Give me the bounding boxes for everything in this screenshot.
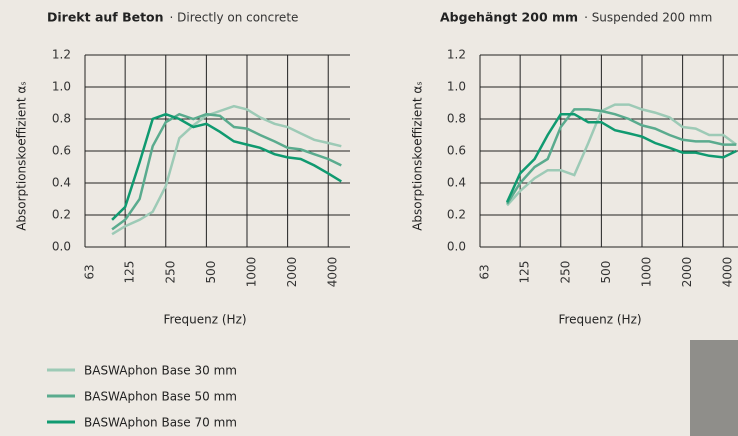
y-tick-label: 1.0 <box>52 80 71 94</box>
x-tick-label: 125 <box>123 261 137 284</box>
y-tick-label: 0.8 <box>52 112 71 126</box>
x-tick-label: 1000 <box>244 257 258 288</box>
chart-subtitle: · Directly on concrete <box>170 11 299 25</box>
y-tick-label: 0.0 <box>447 240 466 254</box>
y-tick-label: 1.2 <box>447 48 466 62</box>
y-tick-label: 0.2 <box>52 208 71 222</box>
y-tick-label: 0.6 <box>447 144 466 158</box>
series-line <box>507 109 736 203</box>
x-tick-label: 1000 <box>639 257 653 288</box>
x-axis-label: Frequenz (Hz) <box>163 313 246 327</box>
y-axis-label: Absorptionskoeffizient αₛ <box>15 81 29 231</box>
series-line <box>507 114 736 202</box>
y-tick-label: 0.8 <box>447 112 466 126</box>
chart-title: Direkt auf Beton <box>47 10 164 25</box>
photo <box>690 340 738 436</box>
y-tick-label: 0.6 <box>52 144 71 158</box>
y-tick-label: 0.4 <box>447 176 466 190</box>
chart-title: Abgehängt 200 mm <box>440 10 578 25</box>
y-tick-label: 0.0 <box>52 240 71 254</box>
page: {"chart_data": [ {"type": "line", "title… <box>0 0 738 436</box>
chart-subtitle: · Suspended 200 mm <box>584 11 712 25</box>
x-tick-label: 250 <box>163 261 177 284</box>
x-axis-label: Frequenz (Hz) <box>558 313 641 327</box>
series-line <box>112 114 341 229</box>
x-tick-label: 2000 <box>285 257 299 288</box>
y-axis-label: Absorptionskoeffizient αₛ <box>411 81 425 231</box>
chart: Direkt auf Beton · Directly on concrete Ab… <box>0 0 738 436</box>
x-tick-label: 500 <box>204 261 218 284</box>
y-tick-label: 1.0 <box>447 80 466 94</box>
y-tick-label: 0.2 <box>447 208 466 222</box>
x-tick-label: 125 <box>518 261 532 284</box>
x-tick-label: 4000 <box>721 257 735 288</box>
x-tick-label: 63 <box>478 264 492 279</box>
y-tick-label: 0.4 <box>52 176 71 190</box>
legend-label: BASWAphon Base 50 mm <box>84 390 237 404</box>
legend-label: BASWAphon Base 70 mm <box>84 416 237 430</box>
x-tick-label: 2000 <box>680 257 694 288</box>
legend-label: BASWAphon Base 30 mm <box>84 364 237 378</box>
y-tick-label: 1.2 <box>52 48 71 62</box>
x-tick-label: 500 <box>599 261 613 284</box>
x-tick-label: 4000 <box>326 257 340 288</box>
x-tick-label: 63 <box>83 264 97 279</box>
x-tick-label: 250 <box>558 261 572 284</box>
